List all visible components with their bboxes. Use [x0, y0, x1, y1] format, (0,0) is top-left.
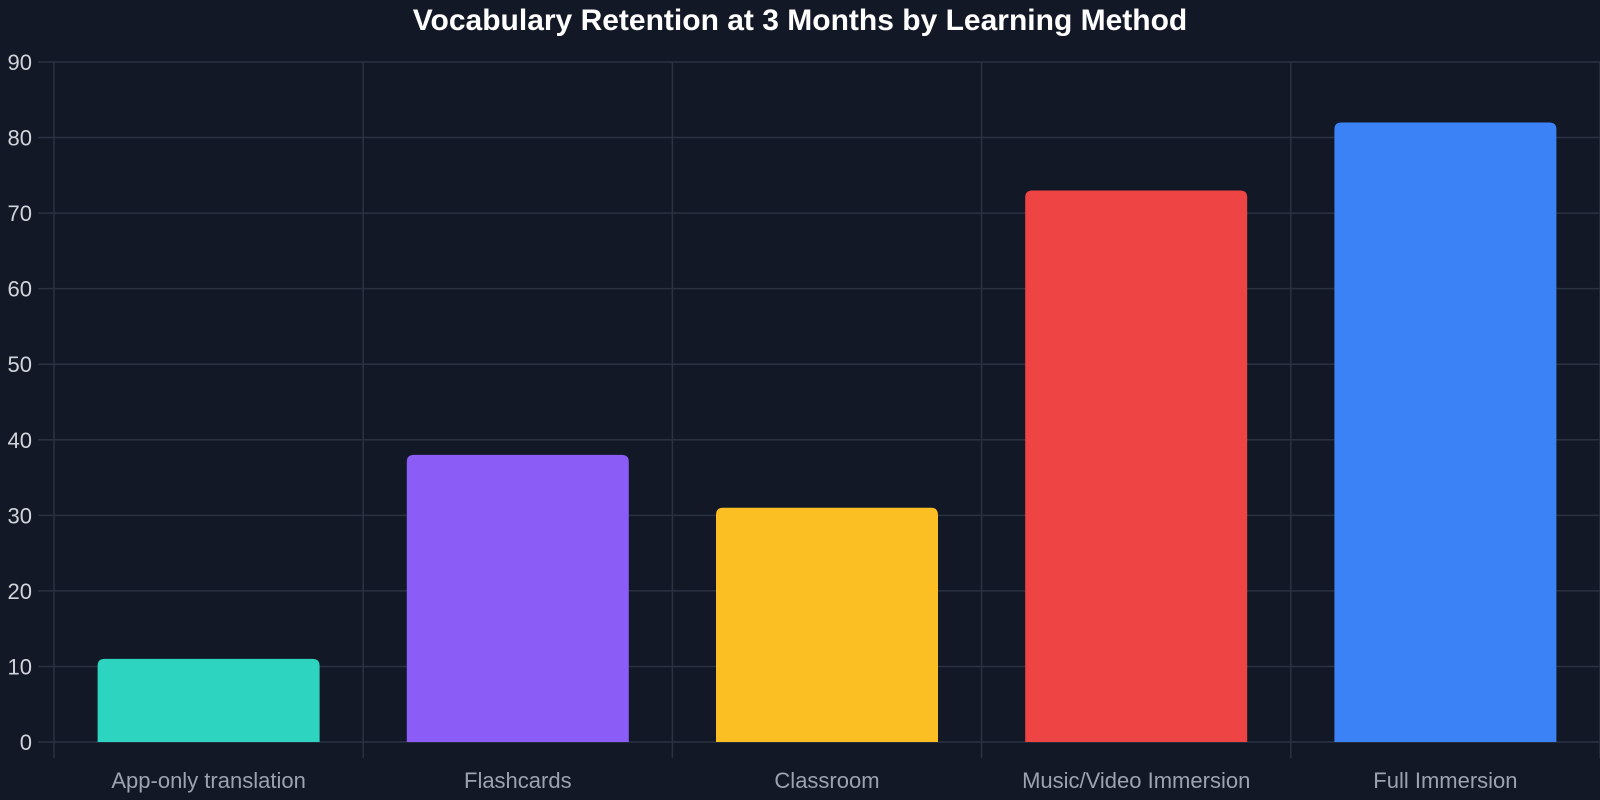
bar-full-immersion	[1334, 122, 1557, 742]
y-tick-label: 0	[20, 730, 32, 755]
y-tick-label: 60	[8, 277, 32, 302]
bar-flashcards	[406, 454, 629, 742]
y-tick-label: 90	[8, 50, 32, 75]
x-tick-label: App-only translation	[111, 768, 305, 793]
y-tick-label: 70	[8, 201, 32, 226]
x-axis-ticks: App-only translation Flashcards Classroom M…	[111, 768, 1517, 793]
x-tick-label: Classroom	[774, 768, 879, 793]
y-axis-ticks: 0 10 20 30 40 50 60 70 80 90	[8, 50, 32, 755]
x-tick-label: Full Immersion	[1373, 768, 1517, 793]
y-tick-label: 30	[8, 503, 32, 528]
y-tick-label: 50	[8, 352, 32, 377]
chart-title: Vocabulary Retention at 3 Months by Lear…	[413, 4, 1188, 37]
x-tick-label: Flashcards	[464, 768, 572, 793]
bar-classroom	[716, 507, 938, 742]
bars	[97, 122, 1557, 742]
x-tick-label: Music/Video Immersion	[1022, 768, 1250, 793]
y-tick-label: 40	[8, 428, 32, 453]
y-tick-label: 10	[8, 654, 32, 679]
bar-music-video-immersion	[1025, 190, 1248, 742]
y-tick-label: 20	[8, 579, 32, 604]
bar-app-only-translation	[97, 658, 320, 742]
y-tick-label: 80	[8, 126, 32, 151]
